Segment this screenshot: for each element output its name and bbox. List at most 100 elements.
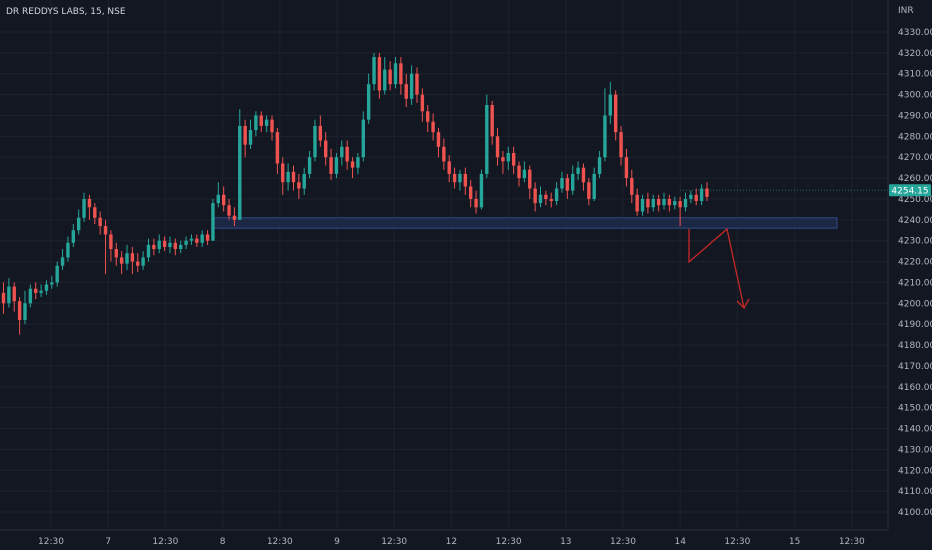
candle-body [458, 173, 462, 183]
candle-body [259, 115, 263, 126]
price-tick-label: 4240.00 [898, 216, 932, 226]
candle-body [98, 217, 102, 227]
price-tick-label: 4300.00 [898, 91, 932, 101]
candle-body [114, 249, 118, 258]
candle-body [683, 198, 688, 208]
candle-body [125, 253, 129, 264]
time-tick-label: 12:30 [610, 537, 636, 547]
candle-body [528, 169, 532, 189]
candle-body [141, 257, 145, 266]
candle-body [281, 163, 285, 183]
price-axis[interactable]: 4100.00 4110.00 4120.00 4130.00 4140.00 4150.… [898, 28, 932, 518]
candle-body [404, 84, 408, 99]
candle-body [248, 130, 253, 145]
candle-body [490, 105, 494, 137]
candle-body [350, 161, 355, 168]
candle-body [318, 125, 323, 141]
candle-body [372, 57, 376, 85]
candle-body [388, 69, 392, 85]
price-tick-label: 4100.00 [898, 508, 932, 518]
candle-body [7, 286, 11, 304]
candle-body [549, 198, 553, 202]
candle-body [651, 198, 655, 208]
candle-body [673, 201, 677, 206]
candle-body [571, 173, 575, 191]
candle-body [50, 282, 54, 285]
candle-body [399, 63, 403, 85]
candle-body [291, 171, 296, 183]
price-tick-label: 4200.00 [898, 299, 932, 309]
candle-body [109, 234, 113, 250]
candle-body [479, 173, 484, 208]
candle-body [93, 207, 97, 218]
time-axis[interactable]: 12:30 7 12:30 8 12:30 9 12:30 12 12:30 13 12:30 14 1… [38, 537, 865, 547]
candle-body [608, 94, 613, 116]
candle-body [71, 230, 76, 243]
candle-body [34, 288, 38, 293]
price-tick-label: 4130.00 [898, 445, 932, 455]
candle-body [689, 194, 693, 199]
candle-body [1, 292, 6, 304]
candle-body [313, 125, 317, 158]
time-tick-label: 12:30 [38, 537, 64, 547]
candle-body [705, 188, 709, 197]
candle-body [468, 186, 473, 199]
candle-body [356, 157, 360, 168]
candle-body [587, 182, 591, 199]
time-tick-label: 15 [789, 537, 800, 547]
candle-body [415, 73, 419, 95]
candle-body [640, 198, 645, 212]
candle-body [221, 194, 226, 206]
candle-body [619, 132, 623, 158]
candle-body [613, 94, 618, 133]
candle-body [66, 242, 70, 258]
time-tick-label: 12:30 [496, 537, 522, 547]
candle-body [699, 188, 704, 202]
candle-body [554, 188, 559, 202]
time-tick-label: 12 [446, 537, 457, 547]
projection-line [688, 227, 745, 309]
candle-body [420, 94, 425, 112]
time-tick-label: 14 [674, 537, 686, 547]
candle-body [162, 240, 167, 247]
candle-body [136, 261, 140, 266]
candle-body [179, 244, 183, 250]
candle-body [152, 244, 156, 250]
candle-body [431, 121, 435, 133]
price-tick-label: 4190.00 [898, 320, 932, 330]
candle-body [522, 169, 527, 179]
time-tick-label: 13 [560, 537, 571, 547]
candle-body [533, 188, 537, 204]
time-tick-label: 12:30 [381, 537, 407, 547]
candle-body [565, 178, 570, 191]
candle-body [361, 119, 365, 158]
price-tick-label: 4140.00 [898, 425, 932, 435]
time-tick-label: 12:30 [724, 537, 750, 547]
candle-body [592, 173, 596, 199]
currency-label: INR [898, 6, 914, 16]
support-zone [211, 217, 838, 229]
projection-arrowhead [736, 298, 750, 310]
candle-body [694, 194, 698, 202]
candle-body [173, 242, 178, 250]
candle-body [511, 153, 516, 166]
projection-layer [688, 227, 750, 310]
candle-body [630, 178, 634, 195]
price-tick-label: 4230.00 [898, 237, 932, 247]
candle-body [426, 111, 430, 122]
price-tick-label: 4180.00 [898, 341, 932, 351]
candles-layer [1, 52, 709, 335]
candle-body [667, 198, 672, 206]
candle-body [656, 198, 661, 206]
candle-body [82, 198, 86, 218]
candle-body [597, 157, 602, 174]
candle-body [635, 194, 639, 212]
candle-body [383, 69, 387, 91]
candle-body [189, 238, 194, 241]
support-zone-layer [211, 217, 838, 229]
candle-body [17, 301, 22, 320]
time-tick-label: 12:30 [839, 537, 865, 547]
candle-body [307, 157, 312, 174]
candle-body [60, 257, 65, 266]
